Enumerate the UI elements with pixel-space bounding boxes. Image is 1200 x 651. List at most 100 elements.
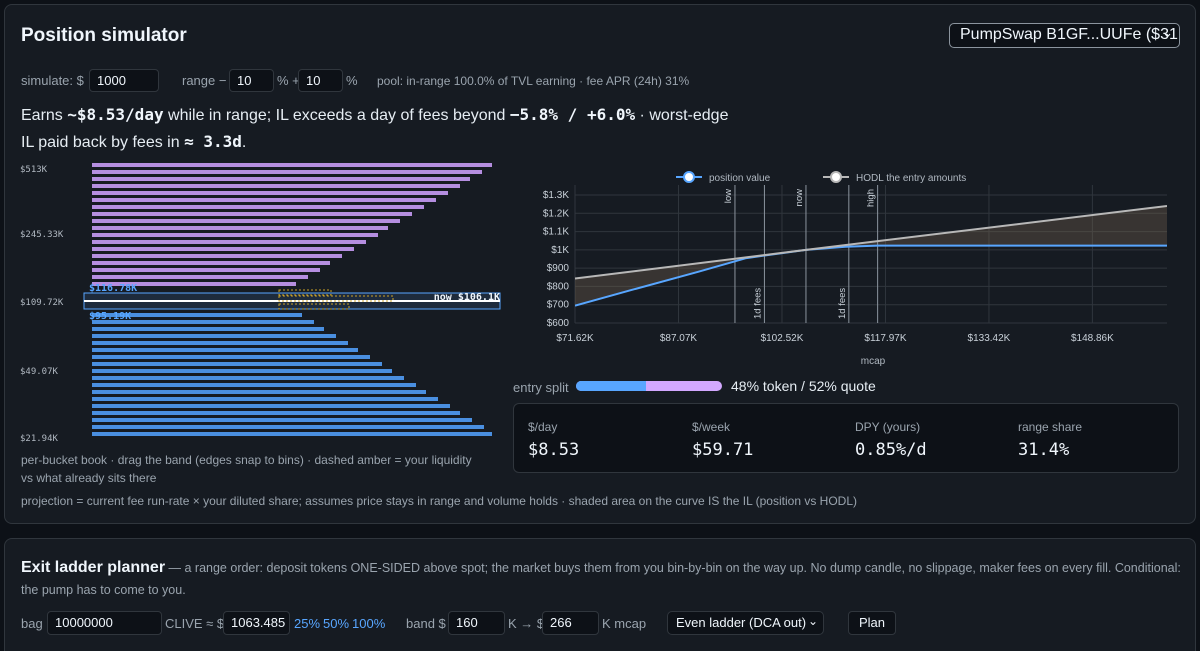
band-high-input[interactable]: 266 [542, 611, 599, 635]
ladder-type-select[interactable]: Even ladder (DCA out) ⌄ [667, 611, 824, 635]
band-top-label: $116.78K [89, 283, 137, 294]
book-bar-lower [92, 313, 302, 317]
book-bar-upper [92, 163, 492, 167]
stat-dpy: DPY (yours) 0.85%/d [855, 420, 927, 460]
exit-title: Exit ladder planner [21, 559, 166, 576]
book-bar-upper [92, 275, 308, 279]
pool-info: pool: in-range 100.0% of TVL earning · f… [377, 74, 690, 88]
book-bar-upper [92, 268, 320, 272]
band-label: band $ [406, 616, 446, 631]
projection-note: projection = current fee run-rate × your… [21, 494, 857, 508]
marker-label: high [866, 189, 877, 207]
pct-100-button[interactable]: 100% [352, 616, 386, 631]
book-bar-upper [92, 205, 424, 209]
book-caption: per-bucket book · drag the band (edges s… [21, 453, 472, 467]
pool-select[interactable]: PumpSwap B1GF...UUFe ($31 ⌄ [949, 23, 1180, 48]
earnings-summary: Earns ~$8.53/day while in range; IL exce… [21, 105, 729, 124]
stats-card: $/day $8.53 $/week $59.71 DPY (yours) 0.… [513, 403, 1179, 473]
pct-50-button[interactable]: 50% [323, 616, 350, 631]
y-tick-label: $1.2K [543, 208, 569, 219]
book-bar-lower [92, 432, 492, 436]
book-bar-upper [92, 191, 448, 195]
book-bar-lower [92, 348, 358, 352]
y-tick-label: $700 [547, 300, 570, 311]
book-bar-lower [92, 376, 404, 380]
il-shaded-area [575, 205, 1167, 306]
position-simulator-panel: Position simulator PumpSwap B1GF...UUFe … [4, 4, 1196, 524]
book-bar-lower [92, 390, 426, 394]
y-tick-label: $800 [547, 281, 570, 292]
book-bar-lower [92, 362, 382, 366]
exit-description: Exit ladder planner — a range order: dep… [21, 559, 1181, 597]
chevron-down-icon: ⌄ [1162, 25, 1173, 40]
marker-label: 1d fees [837, 288, 848, 319]
entry-split-token-fill [576, 381, 647, 391]
book-bar-upper [92, 226, 388, 230]
book-bar-upper [92, 170, 482, 174]
book-y-label: $21.94K [20, 434, 59, 444]
stat-day: $/day $8.53 [528, 420, 579, 460]
book-bar-lower [92, 404, 450, 408]
marker-label: 1d fees [752, 288, 763, 319]
x-tick-label: $117.97K [864, 333, 906, 344]
liquidity-book[interactable]: $513K $245.33K $109.72K $49.07K $21.94K … [17, 157, 501, 447]
stat-label: $/week [692, 420, 731, 434]
range-high-input[interactable]: 10 [298, 69, 343, 92]
plan-button[interactable]: Plan [848, 611, 897, 635]
exit-ladder-panel: Exit ladder planner — a range order: dep… [4, 538, 1196, 651]
book-y-label: $245.33K [20, 230, 64, 240]
book-bar-lower [92, 383, 416, 387]
book-bar-upper [92, 177, 470, 181]
x-tick-label: $71.62K [556, 333, 594, 344]
band-arrow-label: K → $ [508, 616, 545, 631]
marker-label: low [723, 189, 734, 203]
book-bar-upper [92, 233, 378, 237]
stat-value: $59.71 [692, 440, 754, 460]
book-bar-upper [92, 282, 296, 286]
book-bar-upper [92, 184, 460, 188]
book-bar-lower [92, 369, 392, 373]
book-y-label: $109.72K [20, 298, 64, 308]
x-tick-label: $102.52K [761, 333, 804, 344]
legend-marker [683, 171, 695, 183]
band-low-input[interactable]: 160 [448, 611, 505, 635]
now-label: now $106.1K [434, 292, 500, 303]
book-y-label: $513K [20, 165, 48, 175]
pct-25-button[interactable]: 25% [294, 616, 321, 631]
y-tick-label: $600 [547, 318, 570, 329]
band-bottom-label: $95.19K [89, 311, 131, 322]
token-label: CLIVE ≈ $ [165, 616, 225, 631]
stat-label: $/day [528, 420, 558, 434]
stat-range-share: range share 31.4% [1018, 420, 1082, 460]
stat-week: $/week $59.71 [692, 420, 753, 460]
book-bar-lower [92, 425, 484, 429]
entry-split-bar [576, 381, 722, 391]
legend-label: HODL the entry amounts [856, 173, 966, 184]
x-axis-label: mcap [861, 356, 886, 367]
stat-value: $8.53 [528, 440, 580, 460]
book-bar-lower [92, 355, 370, 359]
book-bar-lower [92, 418, 472, 422]
book-bar-upper [92, 261, 330, 265]
book-bar-lower [92, 320, 314, 324]
stat-label: DPY (yours) [855, 420, 921, 434]
y-tick-label: $900 [547, 263, 570, 274]
range-label: range − [182, 73, 227, 88]
bag-input[interactable]: 10000000 [47, 611, 162, 635]
band-mcap-label: K mcap [602, 616, 647, 631]
stat-value: 31.4% [1018, 440, 1070, 460]
book-caption: vs what already sits there [21, 471, 157, 485]
book-y-label: $49.07K [20, 367, 59, 377]
book-bar-lower [92, 327, 324, 331]
x-tick-label: $87.07K [660, 333, 698, 344]
x-tick-label: $148.86K [1071, 333, 1114, 344]
range-low-input[interactable]: 10 [229, 69, 274, 92]
hodl-line [575, 204, 1167, 280]
usd-value-input[interactable]: 1063.485 [223, 611, 290, 635]
bag-label: bag [21, 616, 43, 631]
simulate-amount-input[interactable]: 1000 [89, 69, 159, 92]
entry-split-label: entry split [513, 380, 569, 395]
il-chart: position value HODL the entry amounts lo… [543, 171, 1167, 367]
entry-split-text: 48% token / 52% quote [731, 378, 876, 394]
your-liquidity-bar [278, 295, 394, 302]
